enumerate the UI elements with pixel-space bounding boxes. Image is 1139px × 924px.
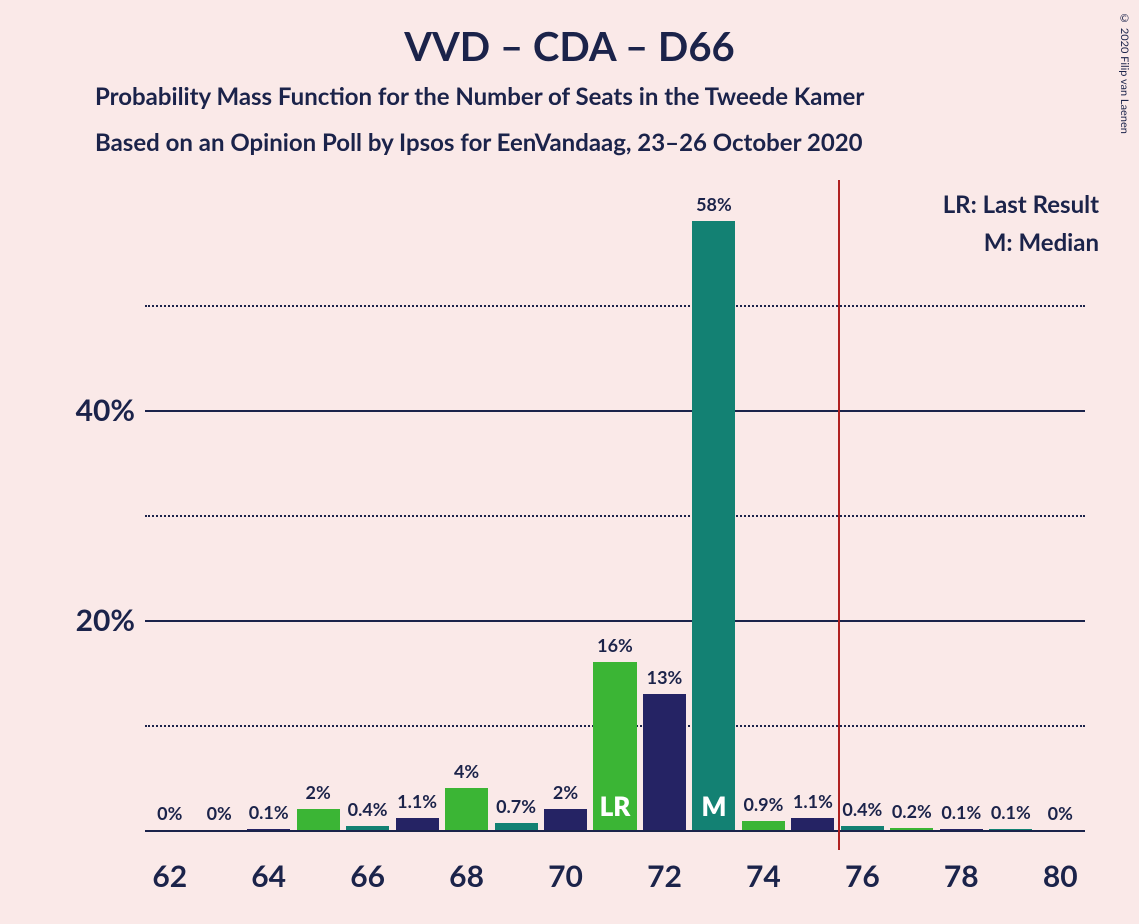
chart-title: VVD – CDA – D66 bbox=[0, 22, 1139, 70]
y-axis-label: 40% bbox=[40, 392, 135, 428]
x-axis-label: 76 bbox=[822, 858, 902, 894]
bar-value-label: 2% bbox=[536, 781, 596, 803]
bar bbox=[989, 829, 1032, 830]
x-axis-label: 70 bbox=[526, 858, 606, 894]
bar bbox=[247, 829, 290, 830]
copyright-text: © 2020 Filip van Laenen bbox=[1118, 12, 1131, 134]
x-axis-label: 62 bbox=[130, 858, 210, 894]
chart-plot-area: 20%40%0%0%0.1%2%0.4%1.1%4%0.7%2%LR16%13%… bbox=[145, 200, 1085, 830]
bar bbox=[791, 818, 834, 830]
x-axis-label: 66 bbox=[328, 858, 408, 894]
x-axis-label: 68 bbox=[427, 858, 507, 894]
gridline-minor bbox=[145, 305, 1085, 307]
bar bbox=[495, 823, 538, 830]
bar-value-label: 13% bbox=[634, 666, 694, 688]
bar bbox=[890, 828, 933, 830]
bar bbox=[643, 694, 686, 831]
y-axis-label: 20% bbox=[40, 602, 135, 638]
gridline-minor bbox=[145, 515, 1085, 517]
bar-value-label: 58% bbox=[684, 193, 744, 215]
bar bbox=[742, 821, 785, 830]
bar bbox=[544, 809, 587, 830]
bar-inside-label: M bbox=[692, 790, 735, 822]
chart-subtitle-2: Based on an Opinion Poll by Ipsos for Ee… bbox=[95, 128, 863, 157]
bar: M bbox=[692, 221, 735, 830]
bar-value-label: 4% bbox=[437, 760, 497, 782]
bar-value-label: 16% bbox=[585, 634, 645, 656]
bar-value-label: 0% bbox=[1030, 802, 1090, 824]
x-axis-label: 80 bbox=[1020, 858, 1100, 894]
gridline-baseline bbox=[145, 830, 1085, 832]
bar bbox=[396, 818, 439, 830]
bar bbox=[445, 788, 488, 830]
last-result-line bbox=[838, 180, 840, 850]
bar bbox=[346, 826, 389, 830]
gridline-major bbox=[145, 410, 1085, 412]
x-axis-label: 74 bbox=[723, 858, 803, 894]
bar-value-label: 1.1% bbox=[387, 790, 447, 812]
x-axis-label: 72 bbox=[624, 858, 704, 894]
bar bbox=[297, 809, 340, 830]
bar-inside-label: LR bbox=[593, 790, 636, 822]
bar bbox=[940, 829, 983, 830]
bar bbox=[841, 826, 884, 830]
x-axis-label: 78 bbox=[921, 858, 1001, 894]
x-axis-label: 64 bbox=[229, 858, 309, 894]
gridline-major bbox=[145, 620, 1085, 622]
bar-value-label: 0.1% bbox=[239, 801, 299, 823]
chart-subtitle-1: Probability Mass Function for the Number… bbox=[95, 82, 864, 111]
bar: LR bbox=[593, 662, 636, 830]
